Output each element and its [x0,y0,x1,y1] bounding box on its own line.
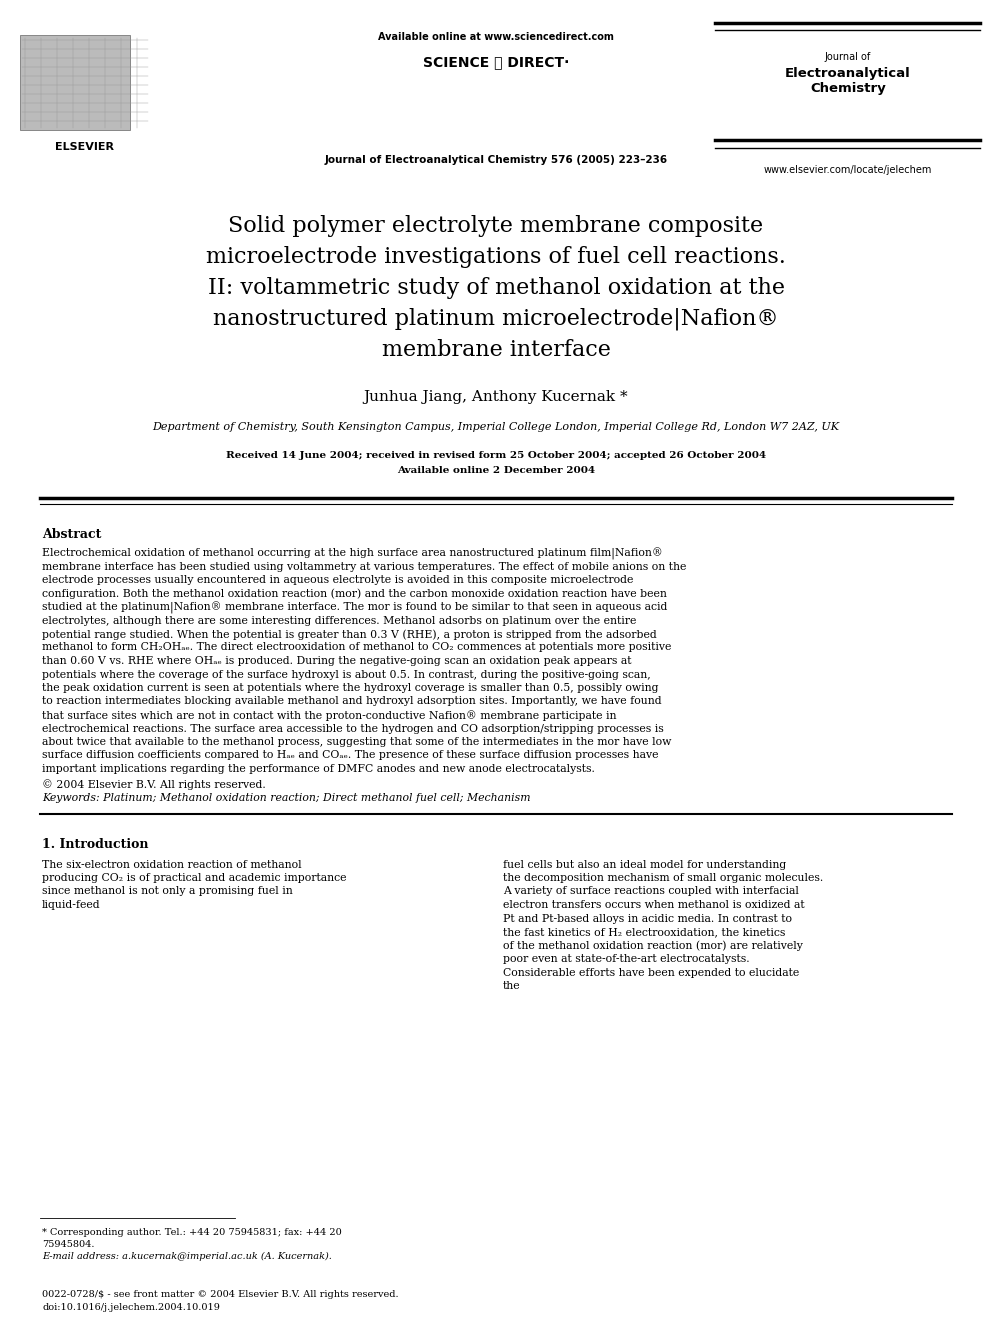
Text: electron transfers occurs when methanol is oxidized at: electron transfers occurs when methanol … [503,900,805,910]
Text: potentials where the coverage of the surface hydroxyl is about 0.5. In contrast,: potentials where the coverage of the sur… [42,669,651,680]
Text: methanol to form CH₂OHₐₑ. The direct electrooxidation of methanol to CO₂ commenc: methanol to form CH₂OHₐₑ. The direct ele… [42,643,672,652]
Text: since methanol is not only a promising fuel in: since methanol is not only a promising f… [42,886,293,897]
Text: about twice that available to the methanol process, suggesting that some of the : about twice that available to the methan… [42,737,672,747]
Text: © 2004 Elsevier B.V. All rights reserved.: © 2004 Elsevier B.V. All rights reserved… [42,779,266,790]
Text: ELSEVIER: ELSEVIER [55,142,113,152]
Text: Available online 2 December 2004: Available online 2 December 2004 [397,466,595,475]
Text: Received 14 June 2004; received in revised form 25 October 2004; accepted 26 Oct: Received 14 June 2004; received in revis… [226,451,766,460]
Text: Considerable efforts have been expended to elucidate: Considerable efforts have been expended … [503,967,800,978]
Text: membrane interface has been studied using voltammetry at various temperatures. T: membrane interface has been studied usin… [42,561,686,572]
Text: doi:10.1016/j.jelechem.2004.10.019: doi:10.1016/j.jelechem.2004.10.019 [42,1303,220,1312]
Text: membrane interface: membrane interface [382,339,610,361]
Text: Chemistry: Chemistry [810,82,886,95]
Text: electrolytes, although there are some interesting differences. Methanol adsorbs : electrolytes, although there are some in… [42,615,637,626]
Text: 0022-0728/$ - see front matter © 2004 Elsevier B.V. All rights reserved.: 0022-0728/$ - see front matter © 2004 El… [42,1290,399,1299]
Text: studied at the platinum|Nafion® membrane interface. The mor is found to be simil: studied at the platinum|Nafion® membrane… [42,602,668,614]
Text: Electroanalytical: Electroanalytical [785,67,911,79]
Text: 75945804.: 75945804. [42,1240,94,1249]
Text: potential range studied. When the potential is greater than 0.3 V (RHE), a proto: potential range studied. When the potent… [42,628,657,639]
Text: the peak oxidation current is seen at potentials where the hydroxyl coverage is : the peak oxidation current is seen at po… [42,683,659,693]
Text: Available online at www.sciencedirect.com: Available online at www.sciencedirect.co… [378,32,614,42]
Text: than 0.60 V vs. RHE where OHₐₑ is produced. During the negative-going scan an ox: than 0.60 V vs. RHE where OHₐₑ is produc… [42,656,632,665]
Text: fuel cells but also an ideal model for understanding: fuel cells but also an ideal model for u… [503,860,787,869]
Text: Pt and Pt-based alloys in acidic media. In contrast to: Pt and Pt-based alloys in acidic media. … [503,913,792,923]
Text: electrode processes usually encountered in aqueous electrolyte is avoided in thi: electrode processes usually encountered … [42,576,633,585]
Text: www.elsevier.com/locate/jelechem: www.elsevier.com/locate/jelechem [764,165,932,175]
Text: the: the [503,980,521,991]
Text: Keywords: Platinum; Methanol oxidation reaction; Direct methanol fuel cell; Mech: Keywords: Platinum; Methanol oxidation r… [42,794,531,803]
Text: 1. Introduction: 1. Introduction [42,837,149,851]
Text: Abstract: Abstract [42,528,101,541]
Text: that surface sites which are not in contact with the proton-conductive Nafion® m: that surface sites which are not in cont… [42,710,616,721]
Text: the decomposition mechanism of small organic molecules.: the decomposition mechanism of small org… [503,873,823,882]
Text: configuration. Both the methanol oxidation reaction (mor) and the carbon monoxid: configuration. Both the methanol oxidati… [42,589,667,599]
Text: A variety of surface reactions coupled with interfacial: A variety of surface reactions coupled w… [503,886,799,897]
Text: of the methanol oxidation reaction (mor) are relatively: of the methanol oxidation reaction (mor)… [503,941,803,951]
Text: producing CO₂ is of practical and academic importance: producing CO₂ is of practical and academ… [42,873,346,882]
Text: Junhua Jiang, Anthony Kucernak *: Junhua Jiang, Anthony Kucernak * [364,390,628,404]
Text: nanostructured platinum microelectrode|Nafion®: nanostructured platinum microelectrode|N… [213,308,779,331]
Text: Electrochemical oxidation of methanol occurring at the high surface area nanostr: Electrochemical oxidation of methanol oc… [42,548,663,560]
Text: E-mail address: a.kucernak@imperial.ac.uk (A. Kucernak).: E-mail address: a.kucernak@imperial.ac.u… [42,1252,332,1261]
Bar [20,34,130,130]
Text: Journal of: Journal of [825,52,871,62]
Text: Solid polymer electrolyte membrane composite: Solid polymer electrolyte membrane compo… [228,216,764,237]
Text: surface diffusion coefficients compared to Hₐₑ and COₐₑ. The presence of these s: surface diffusion coefficients compared … [42,750,659,761]
Text: microelectrode investigations of fuel cell reactions.: microelectrode investigations of fuel ce… [206,246,786,269]
Text: important implications regarding the performance of DMFC anodes and new anode el: important implications regarding the per… [42,763,595,774]
Text: Journal of Electroanalytical Chemistry 576 (2005) 223–236: Journal of Electroanalytical Chemistry 5… [324,155,668,165]
Text: poor even at state-of-the-art electrocatalysts.: poor even at state-of-the-art electrocat… [503,954,750,964]
Text: liquid-feed: liquid-feed [42,900,100,910]
Text: electrochemical reactions. The surface area accessible to the hydrogen and CO ad: electrochemical reactions. The surface a… [42,724,664,733]
Text: The six-electron oxidation reaction of methanol: The six-electron oxidation reaction of m… [42,860,302,869]
Text: Department of Chemistry, South Kensington Campus, Imperial College London, Imper: Department of Chemistry, South Kensingto… [153,422,839,433]
Text: to reaction intermediates blocking available methanol and hydroxyl adsorption si: to reaction intermediates blocking avail… [42,696,662,706]
Text: SCIENCE ⓓ DIRECT·: SCIENCE ⓓ DIRECT· [423,56,569,69]
Text: II: voltammetric study of methanol oxidation at the: II: voltammetric study of methanol oxida… [207,277,785,299]
Text: the fast kinetics of H₂ electrooxidation, the kinetics: the fast kinetics of H₂ electrooxidation… [503,927,786,937]
Text: * Corresponding author. Tel.: +44 20 75945831; fax: +44 20: * Corresponding author. Tel.: +44 20 759… [42,1228,342,1237]
